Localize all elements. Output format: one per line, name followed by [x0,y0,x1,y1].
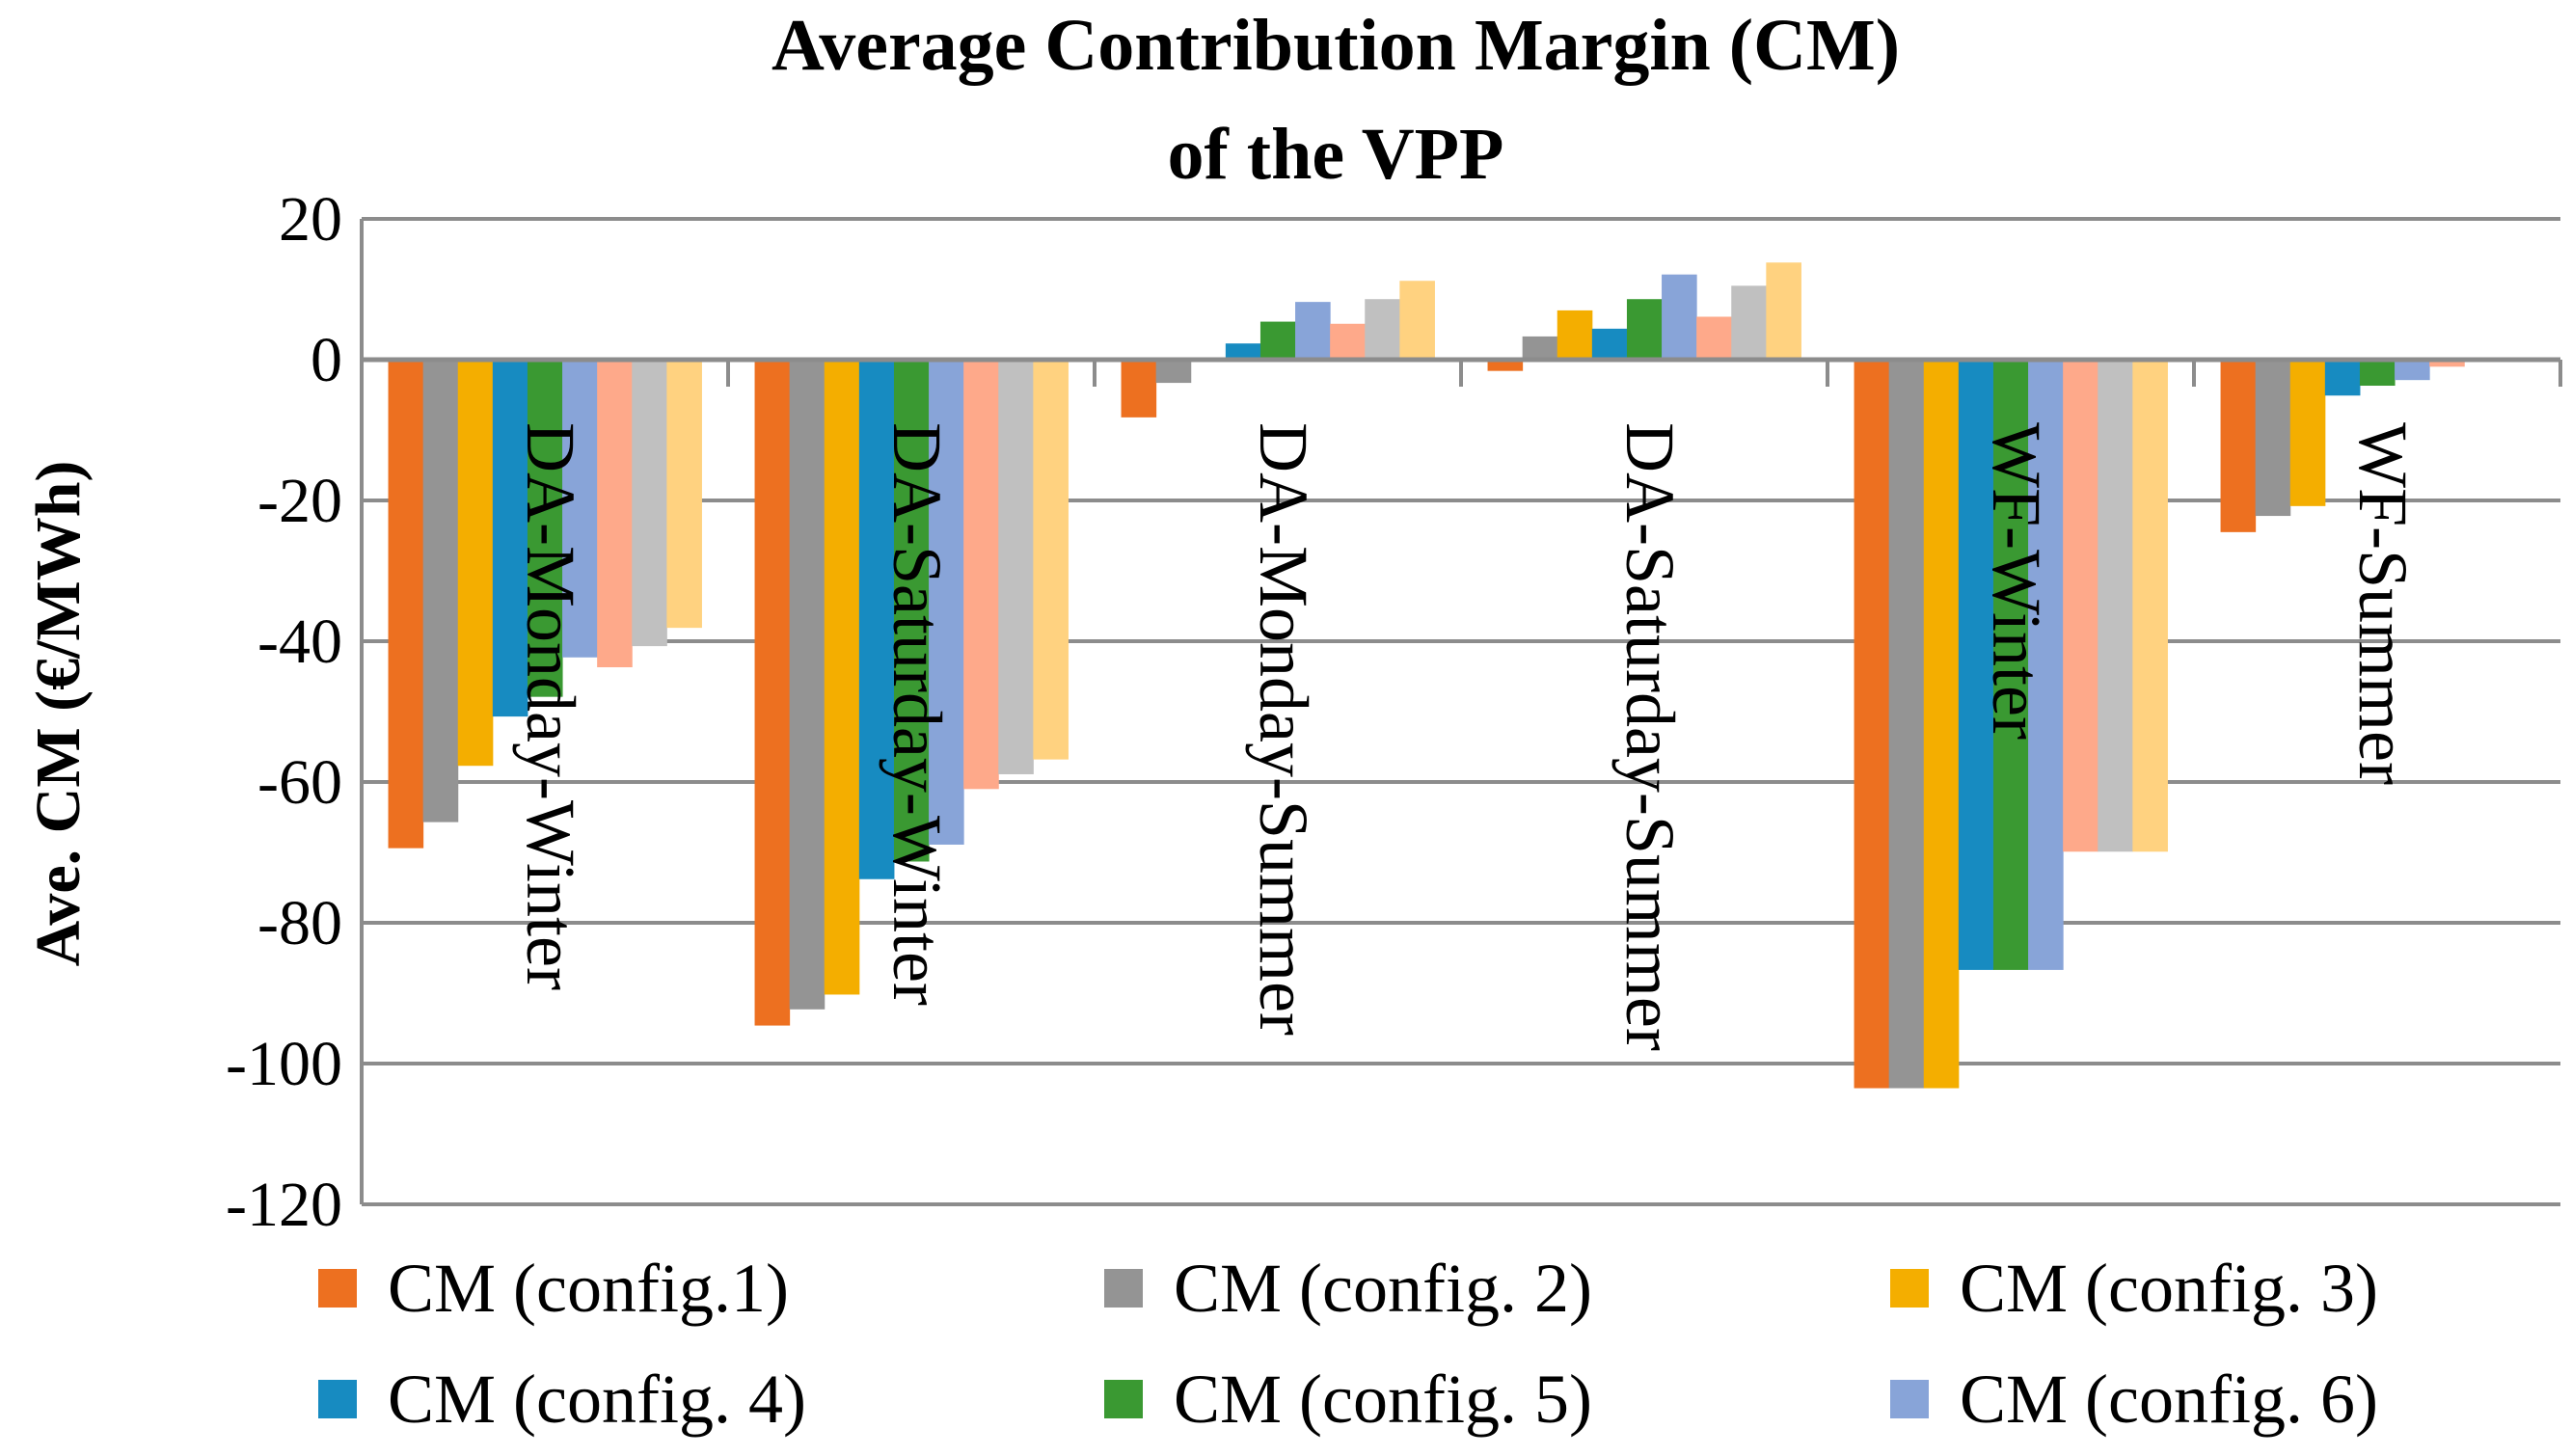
bar-wf-summer-series-1 [2220,360,2257,532]
legend-item: CM (config. 4) [318,1361,806,1438]
bar-da-monday-winter-series-6 [562,360,598,658]
legend-swatch [1104,1380,1143,1418]
bar-da-monday-winter-series-2 [422,360,459,822]
bar-wf-summer-series-5 [2359,360,2396,387]
legend-item: CM (config. 5) [1104,1361,1592,1438]
x-category-label: DA-Saturday-Summer [1611,422,1689,1051]
bar-wf-winter-series-2 [1888,360,1925,1089]
bar-wf-winter-series-4 [1958,360,1994,970]
bar-wf-winter-series-3 [1923,360,1960,1089]
y-tick-label: -120 [226,1170,342,1240]
bar-da-saturday-summer-series-8 [1731,285,1767,360]
bar-wf-winter-series-9 [2132,360,2168,852]
bar-da-monday-summer-series-6 [1295,302,1331,360]
legend-swatch [318,1269,357,1308]
y-tick-label: 20 [279,184,342,255]
bar-da-monday-winter-series-1 [388,360,424,849]
y-tick-label: -100 [226,1029,342,1099]
bar-da-saturday-summer-series-2 [1522,336,1558,360]
bar-da-monday-summer-series-4 [1225,343,1261,360]
legend-label: CM (config.1) [388,1250,789,1327]
bar-da-saturday-winter-series-7 [963,360,999,790]
bar-da-saturday-summer-series-1 [1487,360,1524,371]
bar-da-monday-winter-series-5 [527,360,563,697]
x-category-label: WF-Summer [2344,422,2422,785]
bar-da-monday-winter-series-9 [666,360,702,629]
y-tick-label: -40 [257,607,342,677]
bar-wf-summer-series-6 [2395,360,2430,381]
bar-da-monday-winter-series-7 [597,360,633,668]
bar-wf-winter-series-6 [2028,360,2064,970]
bar-da-saturday-winter-series-3 [824,360,860,995]
bar-da-saturday-winter-series-1 [754,360,791,1026]
bar-da-monday-summer-series-5 [1259,321,1296,360]
legend-label: CM (config. 4) [388,1361,806,1438]
bar-da-saturday-winter-series-4 [858,360,895,879]
bar-da-monday-winter-series-8 [632,360,667,647]
legend-item: CM (config. 3) [1890,1250,2378,1327]
bar-da-saturday-winter-series-5 [893,360,930,862]
y-tick-label: -60 [257,747,342,818]
bar-wf-winter-series-7 [2063,360,2098,852]
legend-label: CM (config. 3) [1960,1250,2378,1327]
bar-wf-summer-series-7 [2429,360,2465,367]
chart-title-line-2: of the VPP [1168,114,1504,195]
bar-wf-winter-series-8 [2098,360,2133,852]
legend-swatch [1890,1380,1929,1418]
bar-da-saturday-winter-series-2 [789,360,826,1010]
bar-da-monday-summer-series-8 [1365,299,1400,360]
legend-swatch [1890,1269,1929,1308]
bar-da-monday-winter-series-4 [492,360,528,717]
bar-da-monday-summer-series-7 [1330,323,1366,360]
y-tick-label: -80 [257,888,342,958]
legend-swatch [318,1380,357,1418]
bar-da-monday-winter-series-3 [457,360,494,767]
y-tick-label: 0 [311,325,342,395]
bar-da-saturday-winter-series-8 [998,360,1034,774]
bar-da-saturday-summer-series-3 [1557,310,1593,360]
bar-da-saturday-summer-series-6 [1662,274,1697,360]
bar-da-saturday-summer-series-5 [1626,299,1663,360]
x-category-label: DA-Monday-Winter [512,422,589,990]
y-axis-label: Ave. CM (€/MWh) [23,461,94,967]
bar-wf-winter-series-5 [1992,360,2029,970]
legend-item: CM (config. 2) [1104,1250,1592,1327]
bar-da-monday-summer-series-9 [1399,281,1435,360]
bar-da-monday-summer-series-1 [1121,360,1157,418]
bar-wf-summer-series-2 [2255,360,2291,517]
legend-label: CM (config. 5) [1174,1361,1592,1438]
bar-da-saturday-winter-series-9 [1033,360,1069,760]
bar-da-saturday-summer-series-9 [1766,262,1801,360]
bar-da-monday-summer-series-2 [1155,360,1192,384]
chart-title-line-1: Average Contribution Margin (CM) [772,5,1900,86]
legend-swatch [1104,1269,1143,1308]
bar-wf-winter-series-1 [1854,360,1890,1089]
bar-wf-summer-series-3 [2289,360,2326,506]
legend-label: CM (config. 2) [1174,1250,1592,1327]
bar-wf-summer-series-4 [2324,360,2361,396]
legend-item: CM (config.1) [318,1250,789,1327]
bar-da-saturday-summer-series-4 [1591,328,1628,360]
x-category-label: DA-Monday-Summer [1245,422,1322,1036]
x-category-label: DA-Saturday-Winter [879,422,956,1006]
y-tick-label: -20 [257,466,342,536]
bar-da-saturday-winter-series-6 [929,360,964,845]
bar-da-saturday-summer-series-7 [1696,316,1732,360]
legend-label: CM (config. 6) [1960,1361,2378,1438]
legend-item: CM (config. 6) [1890,1361,2378,1438]
x-category-label: WF-Winter [1978,422,2055,740]
